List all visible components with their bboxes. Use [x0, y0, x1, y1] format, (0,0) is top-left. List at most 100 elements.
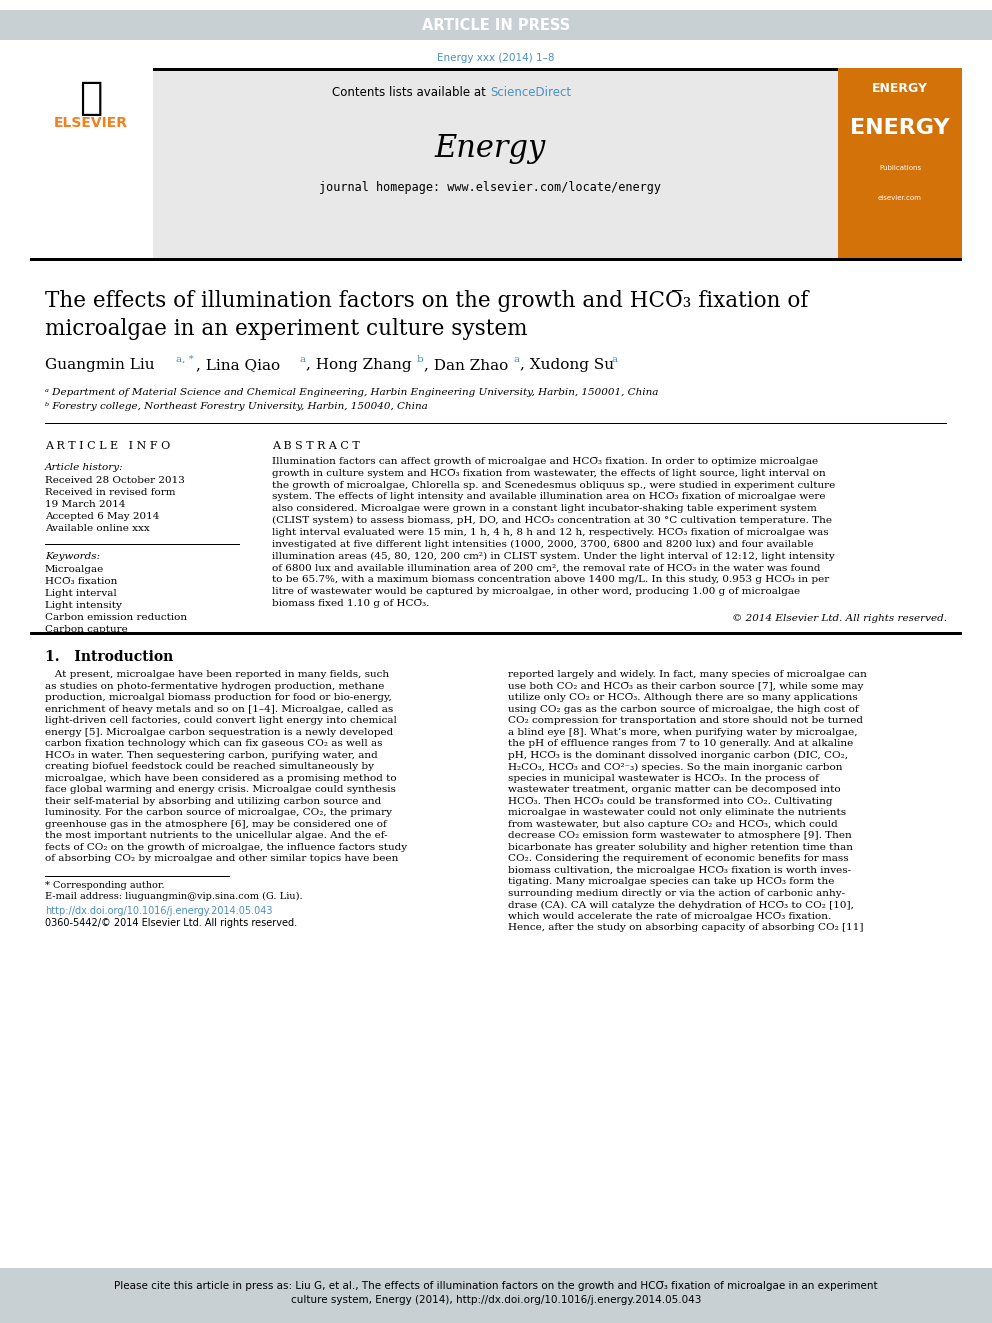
Bar	[30, 258, 962, 261]
Text: a: a	[612, 355, 618, 364]
Text: decrease CO₂ emission form wastewater to atmosphere [9]. Then: decrease CO₂ emission form wastewater to…	[508, 831, 852, 840]
Bar	[0, 11, 992, 40]
Text: CO₂ compression for transportation and store should not be turned: CO₂ compression for transportation and s…	[508, 716, 863, 725]
Text: ARTICLE IN PRESS: ARTICLE IN PRESS	[422, 17, 570, 33]
Text: light interval evaluated were 15 min, 1 h, 4 h, 8 h and 12 h, respectively. HCO̅: light interval evaluated were 15 min, 1 …	[272, 528, 828, 537]
Bar	[30, 67, 962, 71]
Text: (CLIST system) to assess biomass, pH, DO, and HCO̅₃ concentration at 30 °C culti: (CLIST system) to assess biomass, pH, DO…	[272, 516, 832, 525]
Text: Received in revised form: Received in revised form	[45, 488, 176, 497]
Text: 19 March 2014: 19 March 2014	[45, 500, 126, 509]
Text: system. The effects of light intensity and available illumination area on HCO̅₃ : system. The effects of light intensity a…	[272, 492, 825, 501]
Text: ᵇ Forestry college, Northeast Forestry University, Harbin, 150040, China: ᵇ Forestry college, Northeast Forestry U…	[45, 402, 428, 411]
Text: pH, HCO̅₃ is the dominant dissolved inorganic carbon (DIC, CO₂,: pH, HCO̅₃ is the dominant dissolved inor…	[508, 751, 848, 759]
Bar	[153, 67, 838, 258]
Text: Carbon emission reduction: Carbon emission reduction	[45, 613, 187, 622]
Bar	[30, 67, 153, 258]
Text: of absorbing CO₂ by microalgae and other similar topics have been: of absorbing CO₂ by microalgae and other…	[45, 855, 399, 864]
Text: to be 65.7%, with a maximum biomass concentration above 1400 mg/L. In this study: to be 65.7%, with a maximum biomass conc…	[272, 576, 829, 583]
Text: Illumination factors can affect growth of microalgae and HCO̅₃ fixation. In orde: Illumination factors can affect growth o…	[272, 456, 818, 466]
Text: microalgae in an experiment culture system: microalgae in an experiment culture syst…	[45, 318, 528, 340]
Text: E-mail address: liuguangmin@vip.sina.com (G. Liu).: E-mail address: liuguangmin@vip.sina.com…	[45, 892, 303, 901]
Text: http://dx.doi.org/10.1016/j.energy.2014.05.043: http://dx.doi.org/10.1016/j.energy.2014.…	[45, 906, 273, 916]
Text: as studies on photo-fermentative hydrogen production, methane: as studies on photo-fermentative hydroge…	[45, 681, 384, 691]
Text: utilize only CO₂ or HCO̅₃. Although there are so many applications: utilize only CO₂ or HCO̅₃. Although ther…	[508, 693, 858, 703]
Text: creating biofuel feedstock could be reached simultaneously by: creating biofuel feedstock could be reac…	[45, 762, 374, 771]
Text: surrounding medium directly or via the action of carbonic anhy-: surrounding medium directly or via the a…	[508, 889, 845, 898]
Text: Accepted 6 May 2014: Accepted 6 May 2014	[45, 512, 160, 521]
Text: The effects of illumination factors on the growth and HCO̅₃ fixation of: The effects of illumination factors on t…	[45, 290, 808, 312]
Text: production, microalgal biomass production for food or bio-energy,: production, microalgal biomass productio…	[45, 693, 392, 703]
Text: luminosity. For the carbon source of microalgae, CO₂, the primary: luminosity. For the carbon source of mic…	[45, 808, 392, 818]
Text: CO₂. Considering the requirement of economic benefits for mass: CO₂. Considering the requirement of econ…	[508, 855, 848, 864]
Text: face global warming and energy crisis. Microalgae could synthesis: face global warming and energy crisis. M…	[45, 786, 396, 794]
Text: using CO₂ gas as the carbon source of microalgae, the high cost of: using CO₂ gas as the carbon source of mi…	[508, 705, 859, 714]
Text: Energy xxx (2014) 1–8: Energy xxx (2014) 1–8	[437, 53, 555, 64]
Text: growth in culture system and HCO̅₃ fixation from wastewater, the effects of ligh: growth in culture system and HCO̅₃ fixat…	[272, 468, 825, 478]
Text: 0360-5442/© 2014 Elsevier Ltd. All rights reserved.: 0360-5442/© 2014 Elsevier Ltd. All right…	[45, 918, 298, 927]
Text: which would accelerate the rate of microalgae HCO̅₃ fixation.: which would accelerate the rate of micro…	[508, 912, 831, 921]
Text: greenhouse gas in the atmosphere [6], may be considered one of: greenhouse gas in the atmosphere [6], ma…	[45, 820, 387, 830]
Text: Contents lists available at: Contents lists available at	[332, 86, 490, 99]
Text: investigated at five different light intensities (1000, 2000, 3700, 6800 and 820: investigated at five different light int…	[272, 540, 813, 549]
Text: journal homepage: www.elsevier.com/locate/energy: journal homepage: www.elsevier.com/locat…	[319, 181, 661, 194]
Text: 🌿: 🌿	[79, 79, 103, 116]
Bar	[838, 67, 962, 258]
Text: biomass fixed 1.10 g of HCO̅₃.: biomass fixed 1.10 g of HCO̅₃.	[272, 598, 430, 607]
Text: A B S T R A C T: A B S T R A C T	[272, 441, 360, 451]
Text: Publications: Publications	[879, 165, 921, 171]
Text: Hence, after the study on absorbing capacity of absorbing CO₂ [11]: Hence, after the study on absorbing capa…	[508, 923, 863, 933]
Text: , Hong Zhang: , Hong Zhang	[306, 359, 412, 372]
Text: ENERGY: ENERGY	[872, 82, 928, 94]
Text: their self-material by absorbing and utilizing carbon source and: their self-material by absorbing and uti…	[45, 796, 381, 806]
Text: enrichment of heavy metals and so on [1–4]. Microalgae, called as: enrichment of heavy metals and so on [1–…	[45, 705, 393, 714]
Text: carbon fixation technology which can fix gaseous CO₂ as well as: carbon fixation technology which can fix…	[45, 740, 383, 749]
Text: a: a	[513, 355, 519, 364]
Text: culture system, Energy (2014), http://dx.doi.org/10.1016/j.energy.2014.05.043: culture system, Energy (2014), http://dx…	[291, 1295, 701, 1304]
Text: the pH of effluence ranges from 7 to 10 generally. And at alkaline: the pH of effluence ranges from 7 to 10 …	[508, 740, 853, 749]
Text: HCO̅₃ fixation: HCO̅₃ fixation	[45, 577, 117, 586]
Text: ELSEVIER: ELSEVIER	[54, 116, 128, 130]
Text: reported largely and widely. In fact, many species of microalgae can: reported largely and widely. In fact, ma…	[508, 671, 867, 680]
Text: At present, microalgae have been reported in many fields, such: At present, microalgae have been reporte…	[45, 671, 389, 680]
Text: tigating. Many microalgae species can take up HCO̅₃ form the: tigating. Many microalgae species can ta…	[508, 877, 834, 886]
Text: the most important nutrients to the unicellular algae. And the ef-: the most important nutrients to the unic…	[45, 831, 388, 840]
Text: 1.   Introduction: 1. Introduction	[45, 651, 174, 664]
Text: ScienceDirect: ScienceDirect	[490, 86, 571, 99]
Bar	[0, 1267, 992, 1323]
Text: a blind eye [8]. What’s more, when purifying water by microalgae,: a blind eye [8]. What’s more, when purif…	[508, 728, 857, 737]
Text: Light interval: Light interval	[45, 589, 117, 598]
Text: species in municipal wastewater is HCO̅₃. In the process of: species in municipal wastewater is HCO̅₃…	[508, 774, 818, 783]
Text: also considered. Microalgae were grown in a constant light incubator-shaking tab: also considered. Microalgae were grown i…	[272, 504, 816, 513]
Text: , Dan Zhao: , Dan Zhao	[424, 359, 508, 372]
Text: a: a	[299, 355, 306, 364]
Text: ᵃ Department of Material Science and Chemical Engineering, Harbin Engineering Un: ᵃ Department of Material Science and Che…	[45, 388, 659, 397]
Text: from wastewater, but also capture CO₂ and HCO̅₃, which could: from wastewater, but also capture CO₂ an…	[508, 820, 838, 830]
Text: wastewater treatment, organic matter can be decomposed into: wastewater treatment, organic matter can…	[508, 786, 840, 794]
Text: the growth of microalgae, Chlorella sp. and Scenedesmus obliquus sp., were studi: the growth of microalgae, Chlorella sp. …	[272, 480, 835, 490]
Text: Article history:: Article history:	[45, 463, 124, 472]
Text: biomass cultivation, the microalgae HCO̅₃ fixation is worth inves-: biomass cultivation, the microalgae HCO̅…	[508, 865, 851, 875]
Text: Keywords:: Keywords:	[45, 552, 100, 561]
Text: a, *: a, *	[176, 355, 193, 364]
Text: bicarbonate has greater solubility and higher retention time than: bicarbonate has greater solubility and h…	[508, 843, 853, 852]
Text: Available online xxx: Available online xxx	[45, 524, 150, 533]
Text: © 2014 Elsevier Ltd. All rights reserved.: © 2014 Elsevier Ltd. All rights reserved…	[732, 614, 947, 623]
Text: elsevier.com: elsevier.com	[878, 194, 922, 201]
Text: Received 28 October 2013: Received 28 October 2013	[45, 476, 185, 486]
Text: Carbon capture: Carbon capture	[45, 624, 128, 634]
Text: Light intensity: Light intensity	[45, 601, 122, 610]
Text: ENERGY: ENERGY	[850, 118, 949, 138]
Text: use both CO₂ and HCO̅₃ as their carbon source [7], while some may: use both CO₂ and HCO̅₃ as their carbon s…	[508, 681, 863, 691]
Text: microalgae, which have been considered as a promising method to: microalgae, which have been considered a…	[45, 774, 397, 783]
Text: HCO̅₃ in water. Then sequestering carbon, purifying water, and: HCO̅₃ in water. Then sequestering carbon…	[45, 751, 378, 759]
Text: , Lina Qiao: , Lina Qiao	[196, 359, 280, 372]
Text: H₂CO₃, HCO̅₃ and CO²⁻₃) species. So the main inorganic carbon: H₂CO₃, HCO̅₃ and CO²⁻₃) species. So the …	[508, 762, 842, 771]
Text: , Xudong Su: , Xudong Su	[520, 359, 614, 372]
Text: Please cite this article in press as: Liu G, et al., The effects of illumination: Please cite this article in press as: Li…	[114, 1281, 878, 1291]
Text: of 6800 lux and available illumination area of 200 cm², the removal rate of HCO̅: of 6800 lux and available illumination a…	[272, 564, 820, 573]
Text: Energy: Energy	[434, 132, 546, 164]
Text: b: b	[417, 355, 424, 364]
Text: Guangmin Liu: Guangmin Liu	[45, 359, 155, 372]
Text: drase (CA). CA will catalyze the dehydration of HCO̅₃ to CO₂ [10],: drase (CA). CA will catalyze the dehydra…	[508, 901, 854, 909]
Text: energy [5]. Microalgae carbon sequestration is a newly developed: energy [5]. Microalgae carbon sequestrat…	[45, 728, 393, 737]
